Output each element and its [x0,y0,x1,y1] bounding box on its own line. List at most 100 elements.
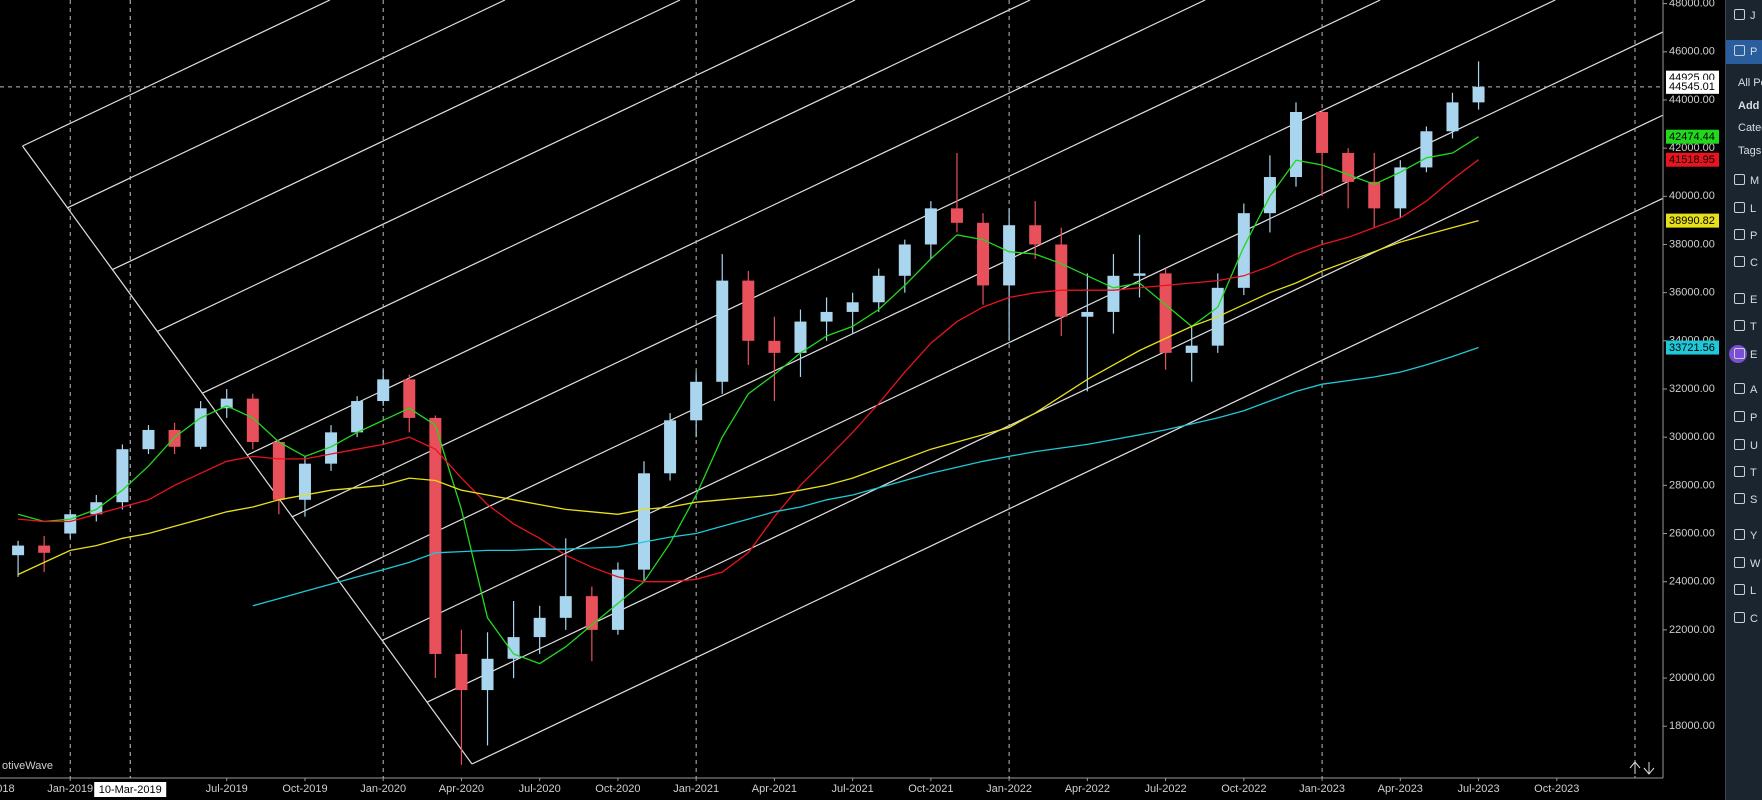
sidebar-item[interactable]: E [1734,348,1757,362]
candle-body [325,432,338,464]
candle-body [403,379,416,418]
ma-line [17,219,1479,576]
y-tick-label: 32000.00 [1669,383,1715,395]
sidebar-item[interactable]: T [1734,466,1757,480]
price-label: 38990.82 [1669,215,1715,227]
candle-body [742,280,755,341]
sidebar-item[interactable]: Tags [1738,145,1762,157]
x-tick-label: Jul-2021 [832,783,874,795]
candle-body [1316,112,1329,153]
candle-body [481,658,494,691]
candle-body [429,417,442,654]
y-tick-label: 22000.00 [1669,624,1715,636]
ma-line [17,136,1479,665]
candle-body [246,398,259,442]
crosshair-label-box [94,782,167,797]
pitchfork-line [381,31,1664,641]
x-tick-label: Jul-2019 [206,783,248,795]
sidebar-item[interactable]: U [1734,439,1758,453]
sidebar-item[interactable]: A [1734,383,1757,397]
x-tick-label: Apr-2022 [1065,783,1110,795]
sidebar-item[interactable]: C [1734,612,1758,626]
y-tick-label: 38000.00 [1669,238,1715,250]
candle-body [1368,181,1381,209]
sidebar-item[interactable]: P [1734,229,1757,243]
candle-body [507,637,520,659]
y-tick-label: 40000.00 [1669,190,1715,202]
x-tick-label: Apr-2020 [439,783,484,795]
candle-body [664,420,677,474]
candle-body [272,441,285,500]
sidebar-item[interactable]: M [1734,174,1759,188]
sidebar-item[interactable]: L [1734,202,1756,216]
sidebar-item[interactable]: T [1734,320,1757,334]
candle-body [1420,131,1433,168]
scroll-up[interactable] [1629,761,1641,774]
candle-body [716,280,729,382]
candle-body [1029,225,1042,245]
candle-body [611,569,624,630]
candle-body [12,545,25,556]
sidebar-item[interactable]: All Po [1738,77,1762,89]
candle-body [220,398,233,409]
pitchfork-line [426,114,1664,703]
sidebar-item[interactable]: L [1734,584,1756,598]
x-tick-label: Oct-2022 [1221,783,1266,795]
x-tick-label: Jan-2019 [47,783,93,795]
sidebar-item[interactable]: P [1734,411,1757,425]
crosshair-label: 10-Mar-2019 [99,784,162,796]
candle-body [1159,273,1172,353]
y-tick-label: 44000.00 [1669,94,1715,106]
sidebar-item[interactable]: P [1734,45,1757,59]
pitchfork-line [291,0,1381,518]
y-tick-label: 24000.00 [1669,576,1715,588]
sidebar-item[interactable]: Categ [1738,122,1762,134]
candle-body [116,449,129,503]
sidebar-item[interactable]: J [1734,9,1756,23]
y-tick-label: 48000.00 [1669,0,1715,10]
candle-body [168,429,181,447]
sidebar-item[interactable]: E [1734,293,1757,307]
price-label: 44545.01 [1669,81,1715,93]
watermark: otiveWave [2,760,53,772]
candle-body [1290,112,1302,178]
y-tick-label: 26000.00 [1669,527,1715,539]
x-tick-label: Jan-2020 [360,783,406,795]
pitchfork-line [112,0,681,271]
candle-body [690,381,703,421]
sidebar-item[interactable]: Y [1734,529,1757,543]
pitchfork [22,0,1664,765]
x-tick-label: Jul-2022 [1144,783,1186,795]
candle-body [351,401,364,433]
candle-body [977,222,990,286]
x-tick-label: Apr-2023 [1378,783,1423,795]
chart: Oct-2018 Jan-2019 Jul-2019 Oct-2019 Jan-2020… [0,0,1719,797]
pitchfork-line [22,0,331,147]
price-label: 41518.95 [1669,154,1715,166]
ma-line [252,346,1479,607]
candle-body [1185,345,1198,353]
x-tick-label: Jul-2020 [519,783,561,795]
candle-body [950,208,963,223]
sidebar-item[interactable]: S [1734,493,1757,507]
sidebar-item[interactable]: W [1734,557,1760,571]
candle-body [1472,86,1485,103]
y-tick-label: 46000.00 [1669,46,1715,58]
x-tick-label: Jan-2021 [673,783,719,795]
scroll-down[interactable] [1643,762,1655,775]
sidebar-item[interactable]: C [1734,256,1758,270]
ma-line [18,159,1479,583]
price-label: 42474.44 [1669,131,1715,143]
candle-body [794,321,807,353]
candle-body [898,244,911,276]
candle-body [820,311,833,322]
y-tick-label: 30000.00 [1669,431,1715,443]
sidebar-item[interactable]: Add I [1738,100,1762,112]
candle-body [1446,102,1459,132]
pitchfork-line [246,0,1206,456]
candle-body [846,302,859,312]
y-tick-label: 20000.00 [1669,672,1715,684]
x-tick-label: Oct-2018 [0,783,15,795]
x-tick-label: Jul-2023 [1457,783,1499,795]
